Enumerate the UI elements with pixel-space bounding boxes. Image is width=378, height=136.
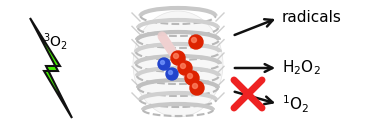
Circle shape [182, 69, 190, 77]
Circle shape [190, 81, 204, 95]
Circle shape [161, 61, 164, 64]
Circle shape [166, 68, 178, 80]
Circle shape [164, 42, 173, 50]
Circle shape [160, 35, 168, 43]
Circle shape [170, 51, 178, 59]
Circle shape [173, 54, 181, 62]
Circle shape [192, 85, 201, 93]
Circle shape [191, 83, 199, 91]
Circle shape [189, 79, 197, 87]
Text: $^3$O$_2$: $^3$O$_2$ [42, 31, 68, 52]
Circle shape [184, 72, 192, 80]
Circle shape [190, 80, 198, 88]
Circle shape [160, 34, 167, 42]
Circle shape [166, 44, 174, 52]
Circle shape [178, 61, 192, 75]
Circle shape [192, 38, 197, 42]
Circle shape [167, 45, 175, 53]
Circle shape [174, 57, 182, 65]
Circle shape [185, 74, 193, 81]
Circle shape [176, 59, 184, 67]
Circle shape [174, 56, 181, 64]
Circle shape [163, 39, 170, 47]
Circle shape [165, 43, 174, 51]
Circle shape [175, 58, 183, 66]
Circle shape [178, 62, 186, 70]
Circle shape [161, 36, 169, 44]
Circle shape [177, 60, 184, 68]
Circle shape [185, 71, 199, 85]
Circle shape [158, 58, 170, 70]
Circle shape [181, 67, 189, 75]
Circle shape [171, 51, 185, 65]
Circle shape [167, 47, 175, 55]
Circle shape [163, 40, 171, 48]
Circle shape [179, 65, 187, 72]
Circle shape [187, 73, 192, 78]
Circle shape [192, 84, 200, 92]
Circle shape [169, 70, 172, 75]
Circle shape [187, 76, 195, 84]
Circle shape [181, 68, 189, 76]
Circle shape [172, 53, 180, 61]
Circle shape [194, 87, 202, 95]
Ellipse shape [133, 11, 223, 117]
Circle shape [164, 41, 172, 49]
Circle shape [184, 71, 192, 79]
Circle shape [178, 63, 187, 71]
Text: H$_2$O$_2$: H$_2$O$_2$ [282, 59, 321, 77]
Polygon shape [30, 18, 72, 118]
Circle shape [188, 78, 196, 86]
Circle shape [174, 53, 178, 58]
Circle shape [162, 38, 170, 46]
Circle shape [158, 32, 166, 40]
Circle shape [180, 66, 188, 74]
Circle shape [186, 75, 194, 83]
Circle shape [187, 77, 195, 85]
Circle shape [183, 70, 191, 78]
Circle shape [159, 33, 167, 41]
Circle shape [189, 35, 203, 49]
Circle shape [193, 86, 201, 94]
Circle shape [191, 81, 198, 89]
Circle shape [171, 52, 179, 60]
Text: radicals: radicals [282, 10, 342, 26]
Circle shape [192, 84, 197, 89]
Circle shape [181, 64, 186, 69]
Circle shape [169, 49, 177, 57]
Text: $^1$O$_2$: $^1$O$_2$ [282, 93, 309, 115]
Circle shape [168, 48, 176, 56]
Circle shape [170, 50, 178, 58]
Circle shape [177, 61, 185, 69]
